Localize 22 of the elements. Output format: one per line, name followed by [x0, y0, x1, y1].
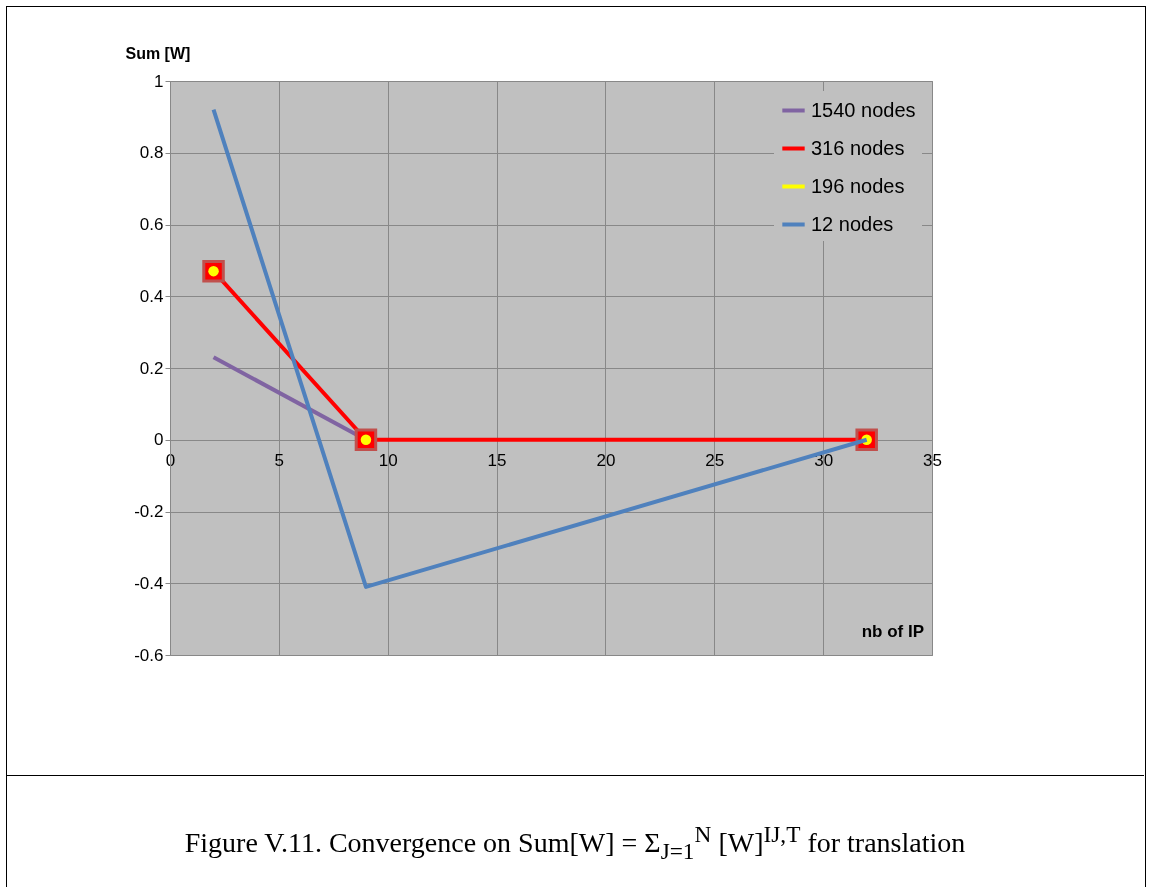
x-tick-label: 15: [487, 451, 507, 471]
x-tick-label: 25: [705, 451, 725, 471]
y-tick-label: -0.4: [134, 573, 164, 593]
x-tick-label: 10: [378, 451, 398, 471]
y-tick-label: 0.6: [139, 215, 164, 234]
x-axis-title: nb of IP: [861, 622, 924, 641]
y-tick-label: 0.2: [139, 358, 164, 378]
y-axis-title: Sum [W]: [125, 44, 191, 62]
y-tick-label: -0.6: [134, 645, 164, 665]
legend-label: 12 nodes: [811, 212, 894, 235]
y-tick-label: 0.8: [139, 143, 164, 163]
y-tick-label: 0.4: [139, 286, 164, 306]
x-tick-label: 20: [596, 451, 616, 471]
x-tick-label: 5: [274, 451, 285, 471]
legend-label: 196 nodes: [811, 174, 905, 197]
y-tick-label: 1: [154, 71, 164, 91]
legend-label: 1540 nodes: [811, 98, 916, 121]
text: Figure V.11. Convergence on Sum[W] = Σ$_{J=1}$$^{N}$ [W]$^{IJ,T}$ for translation: [6, 775, 1144, 865]
y-tick-label: 0: [154, 430, 164, 450]
legend-label: 316 nodes: [811, 136, 905, 159]
y-tick-label: -0.2: [134, 502, 164, 521]
x-tick-label: 35: [923, 451, 942, 471]
